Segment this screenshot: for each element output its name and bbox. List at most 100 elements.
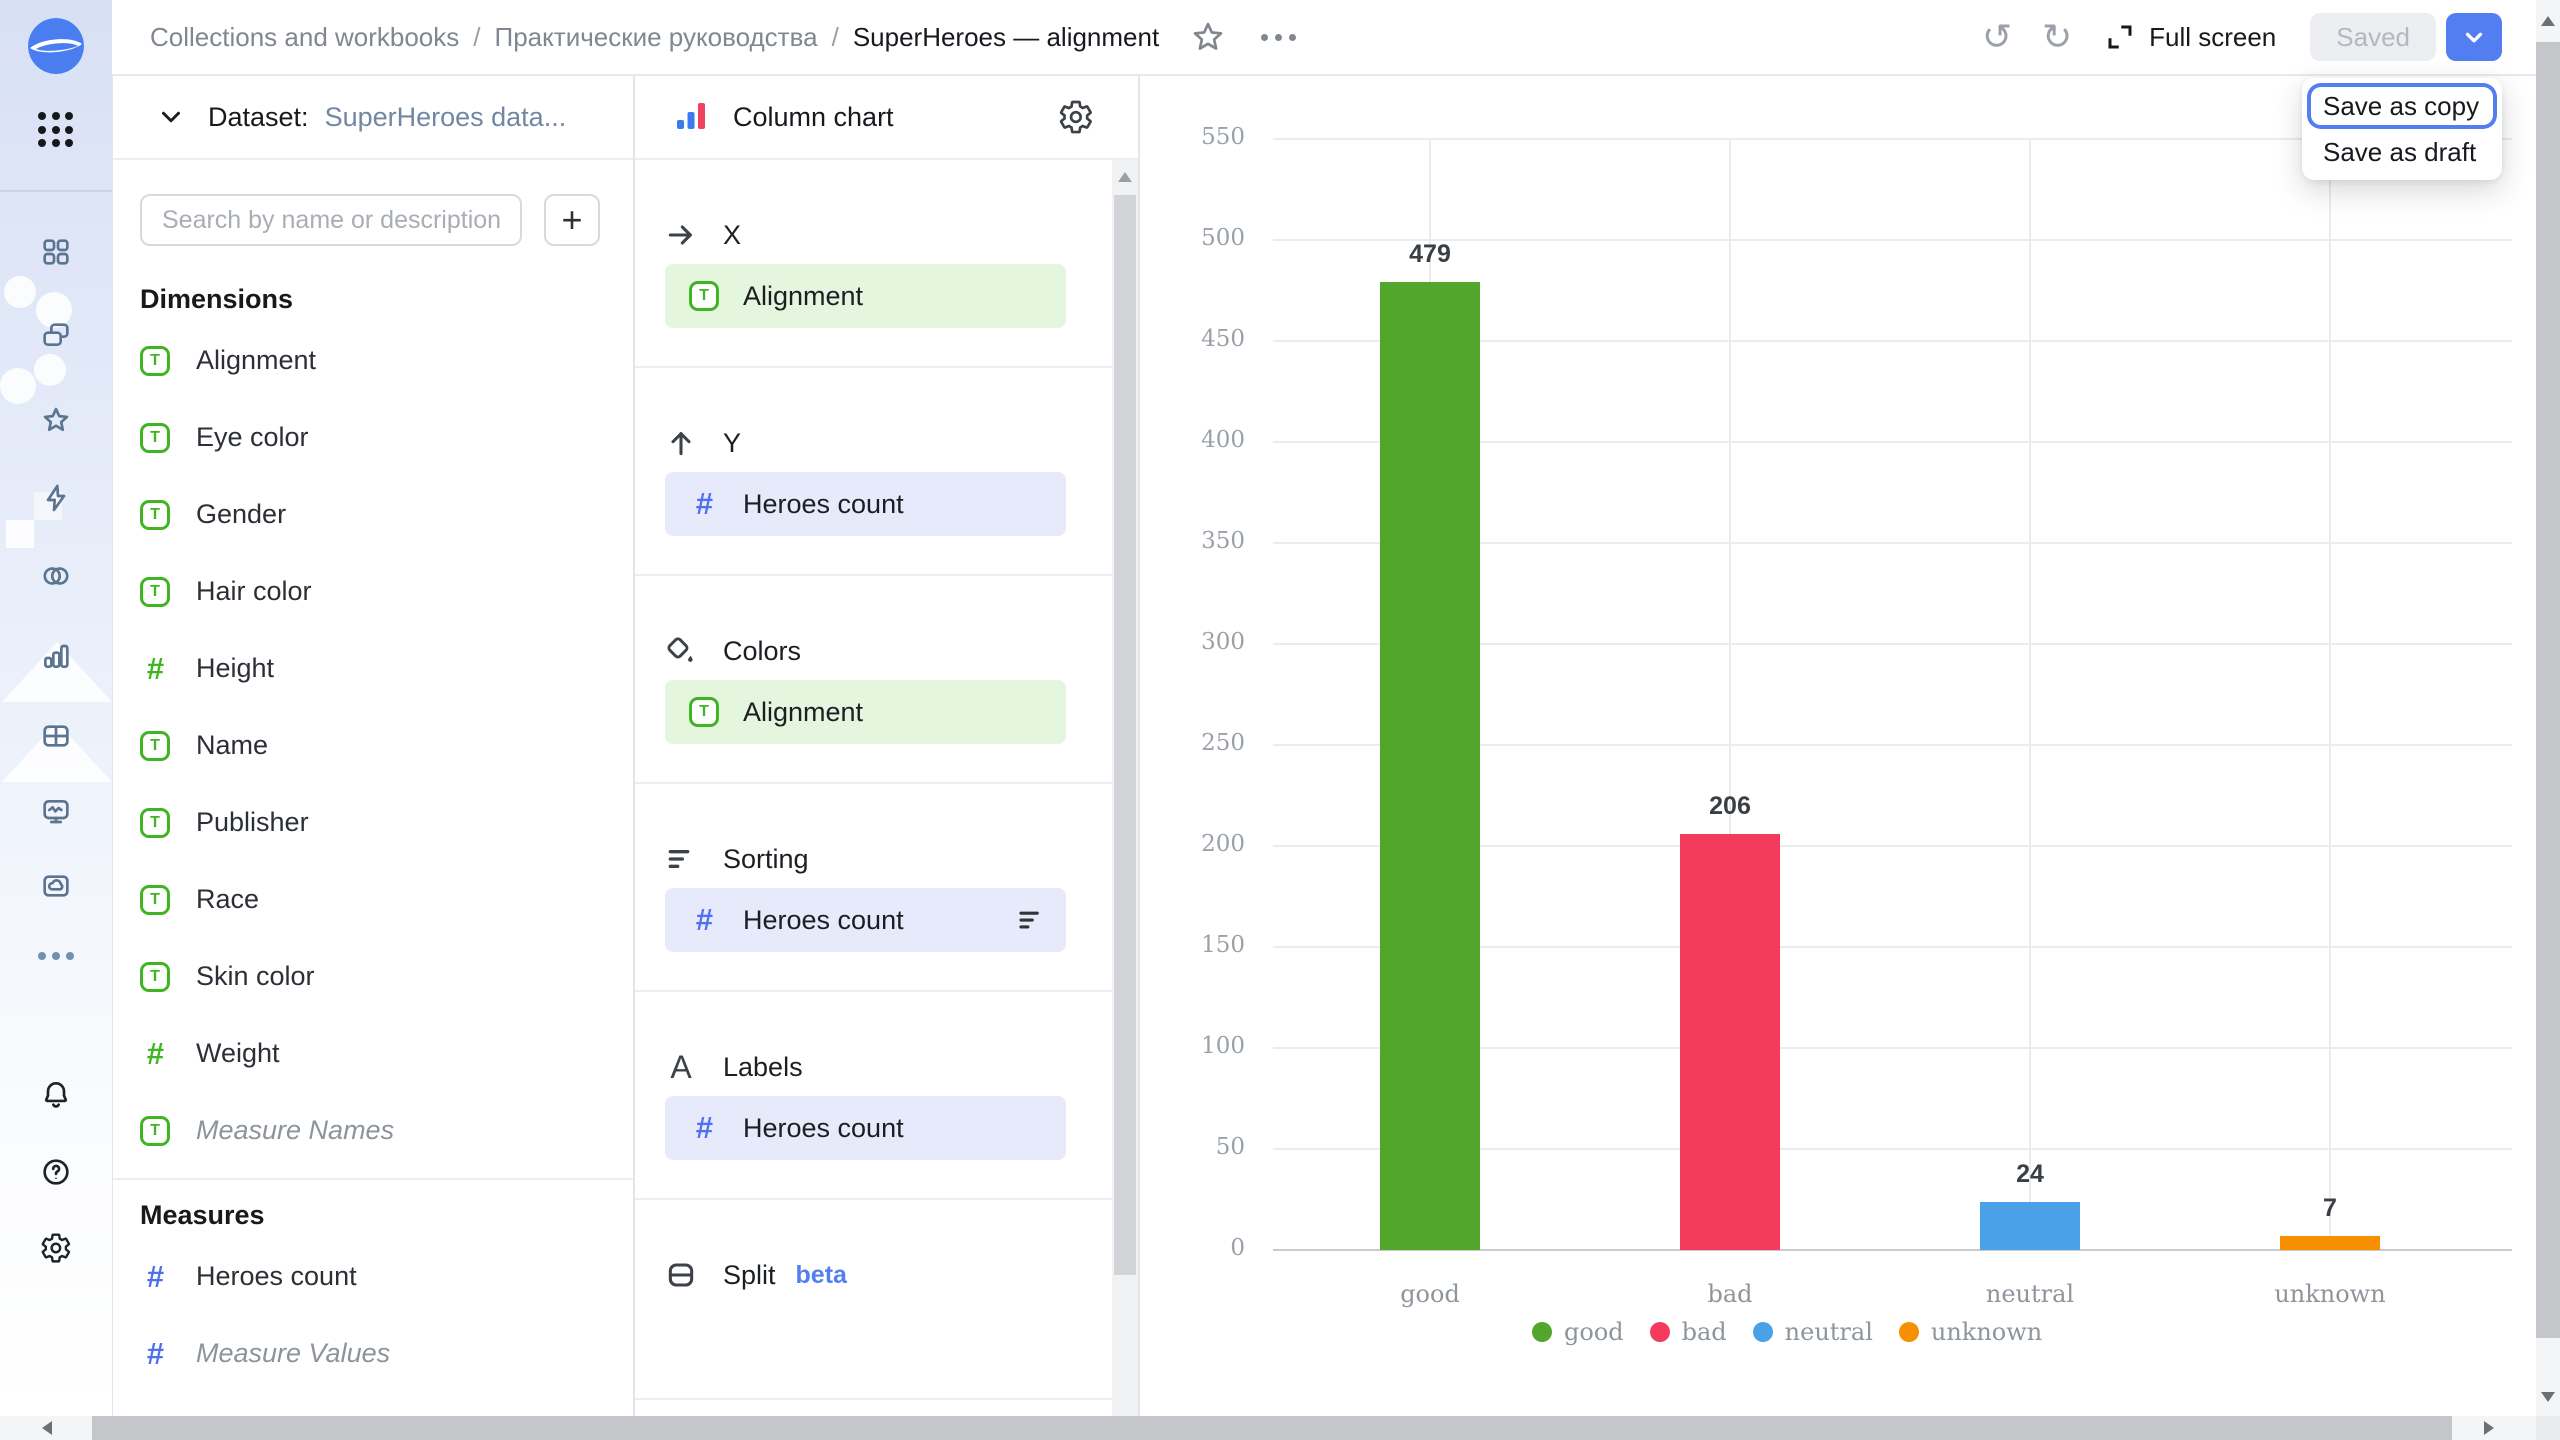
measure-list: # Heroes count # Measure Values — [112, 1238, 633, 1392]
legend-item-unknown[interactable]: unknown — [1898, 1318, 2042, 1346]
gridline — [1273, 340, 2512, 342]
dataset-field-gender[interactable]: T Gender — [112, 476, 633, 553]
dataset-header[interactable]: Dataset: SuperHeroes data... — [112, 76, 633, 160]
dataset-field-weight[interactable]: # Weight — [112, 1015, 633, 1092]
full-screen-button[interactable]: Full screen — [2105, 22, 2276, 53]
menu-item-save-as-draft[interactable]: Save as draft — [2323, 136, 2477, 167]
scroll-left-arrow-icon[interactable] — [42, 1421, 52, 1435]
settings-gear-icon[interactable] — [40, 1232, 72, 1264]
collections-icon[interactable] — [40, 320, 72, 352]
more-icon[interactable] — [38, 952, 74, 964]
dataset-field-alignment[interactable]: T Alignment — [112, 322, 633, 399]
notifications-bell-icon[interactable] — [40, 1078, 72, 1110]
scroll-up-arrow-icon[interactable] — [2541, 16, 2555, 26]
dashboards-icon[interactable] — [40, 720, 72, 752]
charts-icon[interactable] — [40, 640, 72, 672]
bar-neutral[interactable] — [1980, 1202, 2080, 1250]
dataset-field-measure-names[interactable]: T Measure Names — [112, 1092, 633, 1169]
sort-desc-icon[interactable] — [1016, 905, 1046, 935]
bar-good[interactable] — [1380, 282, 1480, 1250]
scrollbar-thumb[interactable] — [92, 1416, 2452, 1440]
dataset-field-heroes-count[interactable]: # Heroes count — [112, 1238, 633, 1315]
chip-heroes-count[interactable]: # Heroes count — [665, 888, 1066, 952]
scrollbar-corner — [2536, 1416, 2560, 1440]
chart-settings-gear-icon[interactable] — [1058, 99, 1094, 135]
dataset-field-eye-color[interactable]: T Eye color — [112, 399, 633, 476]
dataset-field-height[interactable]: # Height — [112, 630, 633, 707]
save-button[interactable]: Saved — [2310, 13, 2436, 61]
save-options-chevron-button[interactable] — [2446, 13, 2502, 61]
column-chart-icon[interactable] — [675, 100, 709, 134]
page-vertical-scrollbar[interactable] — [2536, 0, 2560, 1416]
page-horizontal-scrollbar[interactable] — [0, 1416, 2536, 1440]
legend-item-good[interactable]: good — [1532, 1318, 1624, 1346]
help-icon[interactable] — [40, 1156, 72, 1188]
datasets-icon[interactable] — [40, 560, 72, 592]
chip-heroes-count[interactable]: # Heroes count — [665, 1096, 1066, 1160]
y-axis-tick-label: 500 — [1201, 225, 1245, 251]
gridline — [1273, 441, 2512, 443]
chip-alignment[interactable]: T Alignment — [665, 264, 1066, 328]
dataset-field-hair-color[interactable]: T Hair color — [112, 553, 633, 630]
chip-heroes-count[interactable]: # Heroes count — [665, 472, 1066, 536]
split-icon — [665, 1259, 697, 1291]
datalens-logo[interactable] — [28, 18, 84, 74]
y-axis-tick-label: 50 — [1215, 1134, 1245, 1160]
add-field-button[interactable]: + — [544, 194, 600, 246]
breadcrumb-collections[interactable]: Collections and workbooks — [150, 21, 460, 52]
scroll-down-arrow-icon[interactable] — [2541, 1392, 2555, 1402]
dataset-field-name[interactable]: T Name — [112, 707, 633, 784]
scroll-right-arrow-icon[interactable] — [2484, 1421, 2494, 1435]
favorite-star-icon[interactable] — [1187, 16, 1229, 58]
dataset-field-publisher[interactable]: T Publisher — [112, 784, 633, 861]
apps-grid-icon[interactable] — [38, 112, 74, 148]
section-label: Y — [723, 427, 742, 458]
scrollbar-thumb[interactable] — [2536, 42, 2560, 1338]
gridline — [1273, 643, 2512, 645]
scrollbar-thumb[interactable] — [1114, 195, 1136, 1275]
breadcrumb-folder[interactable]: Практические руководства — [494, 21, 818, 52]
decoration — [6, 520, 34, 548]
text-field-icon: T — [140, 807, 170, 838]
y-axis-tick-label: 200 — [1201, 831, 1245, 857]
undo-icon[interactable]: ↺ — [1975, 15, 2019, 59]
legend-label: bad — [1681, 1318, 1727, 1346]
dataset-field-skin-color[interactable]: T Skin color — [112, 938, 633, 1015]
text-field-icon: T — [140, 1115, 170, 1146]
redo-icon[interactable]: ↻ — [2035, 15, 2079, 59]
config-panel-scrollbar[interactable] — [1112, 160, 1138, 1416]
search-input[interactable] — [140, 194, 522, 246]
legend-label: good — [1564, 1318, 1624, 1346]
text-field-icon: T — [140, 499, 170, 530]
bar-bad[interactable] — [1680, 834, 1780, 1250]
section-y-chips: # Heroes count — [665, 472, 1108, 536]
letter-a-icon: A — [670, 1049, 692, 1085]
dimensions-heading: Dimensions — [140, 284, 294, 314]
chart-type-label[interactable]: Column chart — [733, 101, 894, 132]
storage-icon[interactable] — [40, 870, 72, 902]
workspaces-icon[interactable] — [40, 236, 72, 268]
dataset-name-link[interactable]: SuperHeroes data... — [324, 101, 567, 132]
connections-icon[interactable] — [40, 482, 72, 514]
chip-alignment[interactable]: T Alignment — [665, 680, 1066, 744]
field-label: Name — [196, 730, 269, 760]
dataset-field-measure-values[interactable]: # Measure Values — [112, 1315, 633, 1392]
y-axis-tick-label: 0 — [1230, 1235, 1245, 1261]
more-actions-icon[interactable] — [1255, 16, 1301, 58]
dataset-field-race[interactable]: T Race — [112, 861, 633, 938]
menu-item-save-as-copy[interactable]: Save as copy — [2307, 83, 2497, 129]
bar-unknown[interactable] — [2280, 1236, 2380, 1250]
legend-item-bad[interactable]: bad — [1649, 1318, 1727, 1346]
x-axis-category-label: good — [1400, 1280, 1460, 1308]
y-axis-tick-label: 550 — [1201, 124, 1245, 150]
breadcrumb-separator: / — [831, 21, 839, 52]
legend-item-neutral[interactable]: neutral — [1752, 1318, 1873, 1346]
gridline — [1729, 139, 1731, 1250]
favorites-star-icon[interactable] — [40, 404, 72, 436]
y-axis-tick-label: 350 — [1201, 528, 1245, 554]
monitoring-icon[interactable] — [40, 796, 72, 828]
gridline — [1273, 1047, 2512, 1049]
scroll-up-arrow-icon[interactable] — [1118, 172, 1132, 182]
full-screen-icon — [2105, 22, 2135, 52]
